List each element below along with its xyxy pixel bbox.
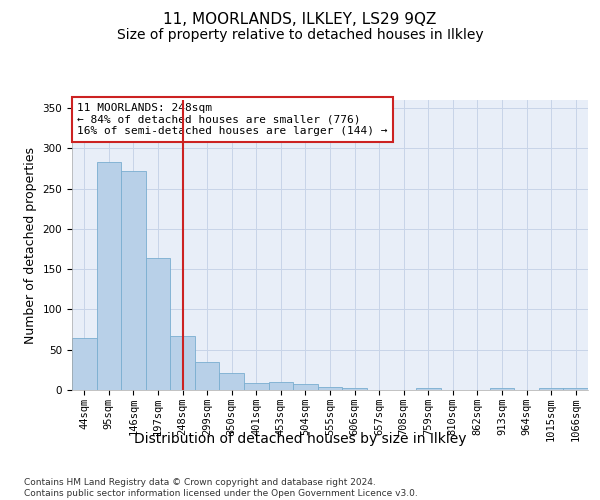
Bar [121, 171, 146, 390]
Bar [293, 384, 318, 390]
Text: 11 MOORLANDS: 248sqm
← 84% of detached houses are smaller (776)
16% of semi-deta: 11 MOORLANDS: 248sqm ← 84% of detached h… [77, 103, 388, 136]
Bar [220, 373, 244, 390]
Bar [244, 383, 269, 390]
Bar [146, 258, 170, 390]
Text: 11, MOORLANDS, ILKLEY, LS29 9QZ: 11, MOORLANDS, ILKLEY, LS29 9QZ [163, 12, 437, 28]
Bar [416, 388, 440, 390]
Bar [490, 388, 514, 390]
Y-axis label: Number of detached properties: Number of detached properties [24, 146, 37, 344]
Bar [195, 362, 220, 390]
Bar [342, 388, 367, 390]
Bar [318, 387, 342, 390]
Bar [72, 338, 97, 390]
Bar [170, 336, 195, 390]
Text: Distribution of detached houses by size in Ilkley: Distribution of detached houses by size … [134, 432, 466, 446]
Bar [539, 388, 563, 390]
Bar [97, 162, 121, 390]
Text: Size of property relative to detached houses in Ilkley: Size of property relative to detached ho… [116, 28, 484, 42]
Text: Contains HM Land Registry data © Crown copyright and database right 2024.
Contai: Contains HM Land Registry data © Crown c… [24, 478, 418, 498]
Bar [563, 388, 588, 390]
Bar [269, 382, 293, 390]
